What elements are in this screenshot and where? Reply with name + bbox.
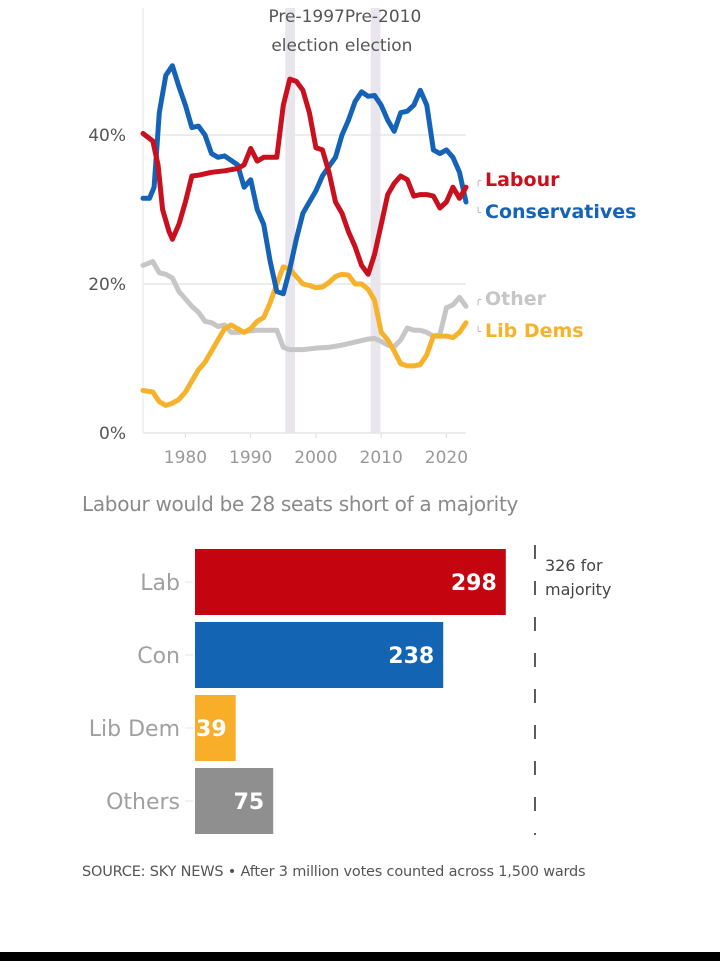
annotation-2010-line2: election <box>345 36 413 56</box>
bar-chart-title: Labour would be 28 seats short of a majo… <box>82 492 519 516</box>
bar-category-label: Lab <box>140 571 180 596</box>
series-line-conservatives <box>140 63 469 297</box>
bar-value-label: 75 <box>234 790 265 815</box>
election-band-0 <box>285 8 296 433</box>
bar-lib-dem <box>195 695 236 761</box>
x-tick-label: 2010 <box>360 448 403 468</box>
annotation-1997-line2: election <box>271 36 339 56</box>
bar-category-label: Con <box>137 644 180 669</box>
majority-label-line1: 326 for <box>545 556 603 575</box>
bar-category-label: Lib Dem <box>89 717 180 742</box>
source-note: SOURCE: SKY NEWS • After 3 million votes… <box>82 864 586 880</box>
bar-value-label: 238 <box>388 644 434 669</box>
y-tick-label: 20% <box>88 275 126 295</box>
legend-bracket-icon: ╰ <box>475 325 482 338</box>
legend-label-lib-dems: Lib Dems <box>485 320 584 342</box>
bar-chart: Lab 298 Con 238 Lib Dem 39 Others 75 326 for majo… <box>89 545 611 835</box>
legend-label-labour: Labour <box>485 169 560 191</box>
annotation-2010-line1: Pre-2010 <box>345 7 421 27</box>
bar-con <box>195 622 444 688</box>
x-tick-label: 1990 <box>229 448 272 468</box>
line-chart: Pre-1997 election Pre-2010 election 0% 20… <box>88 7 636 468</box>
bar-value-label: 39 <box>196 717 227 742</box>
y-tick-label: 0% <box>99 424 126 444</box>
x-tick-label: 1980 <box>164 448 207 468</box>
bar-lab <box>195 549 506 615</box>
bar-category-label: Others <box>106 790 180 815</box>
bar-value-label: 298 <box>451 571 497 596</box>
majority-label-line2: majority <box>545 580 611 599</box>
annotation-1997-line1: Pre-1997 <box>268 7 344 27</box>
legend-label-other: Other <box>485 288 547 310</box>
legend-bracket-icon: ╭ <box>475 176 482 187</box>
series-line-labour <box>140 76 469 277</box>
election-band-1 <box>370 8 381 433</box>
x-tick-label: 2000 <box>294 448 337 468</box>
legend-bracket-icon: ╰ <box>475 206 482 219</box>
series-line-other <box>140 259 469 353</box>
legend-bracket-icon: ╭ <box>475 295 482 306</box>
series-line-lib-dems <box>140 264 469 408</box>
x-tick-label: 2020 <box>425 448 468 468</box>
y-tick-label: 40% <box>88 126 126 146</box>
bar-others <box>195 768 274 834</box>
legend-label-conservatives: Conservatives <box>485 201 636 223</box>
